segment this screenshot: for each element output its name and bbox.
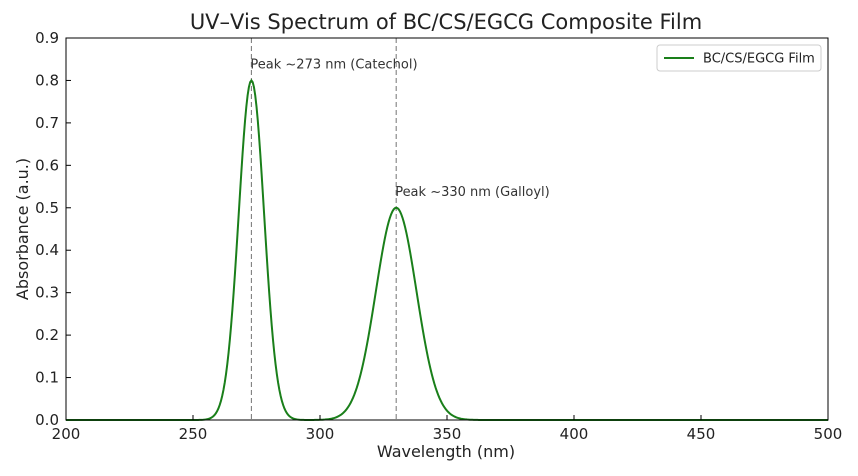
y-tick-label: 0.5 bbox=[35, 199, 59, 217]
x-tick-label: 450 bbox=[687, 425, 716, 443]
x-tick-label: 400 bbox=[560, 425, 589, 443]
reference-lines bbox=[250, 38, 397, 420]
peak-annotation: Peak ~330 nm (Galloyl) bbox=[395, 185, 550, 200]
legend: BC/CS/EGCG Film bbox=[656, 44, 822, 72]
legend-box bbox=[656, 44, 822, 72]
x-tick-label: 200 bbox=[52, 425, 81, 443]
series-lines bbox=[66, 78, 828, 421]
spectrum-line bbox=[66, 78, 828, 421]
x-axis-ticks: 200 250 300 350 400 450 500 bbox=[52, 415, 843, 443]
y-tick-label: 0.9 bbox=[35, 29, 59, 47]
x-tick-label: 250 bbox=[179, 425, 208, 443]
y-tick-label: 0.8 bbox=[35, 71, 59, 89]
y-tick-label: 0.2 bbox=[35, 326, 59, 344]
plot-area bbox=[65, 37, 829, 421]
y-tick-label: 0.3 bbox=[35, 284, 59, 302]
chart-title: UV–Vis Spectrum of BC/CS/EGCG Composite … bbox=[190, 10, 702, 34]
y-tick-label: 0.7 bbox=[35, 114, 59, 132]
legend-label: BC/CS/EGCG Film bbox=[703, 52, 815, 67]
peak-annotations: Peak ~273 nm (Catechol) Peak ~330 nm (Gal… bbox=[250, 57, 549, 199]
y-axis-ticks: 0.0 0.1 0.2 0.3 0.4 0.5 0.6 0.7 0.8 0.9 bbox=[35, 29, 71, 429]
y-tick-label: 0.6 bbox=[35, 156, 59, 174]
x-tick-label: 500 bbox=[814, 425, 843, 443]
y-axis-label: Absorbance (a.u.) bbox=[13, 158, 32, 300]
x-axis-label: Wavelength (nm) bbox=[377, 442, 515, 461]
y-tick-label: 0.4 bbox=[35, 241, 59, 259]
peak-annotation: Peak ~273 nm (Catechol) bbox=[250, 57, 417, 72]
x-tick-label: 300 bbox=[306, 425, 335, 443]
y-tick-label: 0.1 bbox=[35, 369, 59, 387]
y-tick-label: 0.0 bbox=[35, 411, 59, 429]
x-tick-label: 350 bbox=[433, 425, 462, 443]
